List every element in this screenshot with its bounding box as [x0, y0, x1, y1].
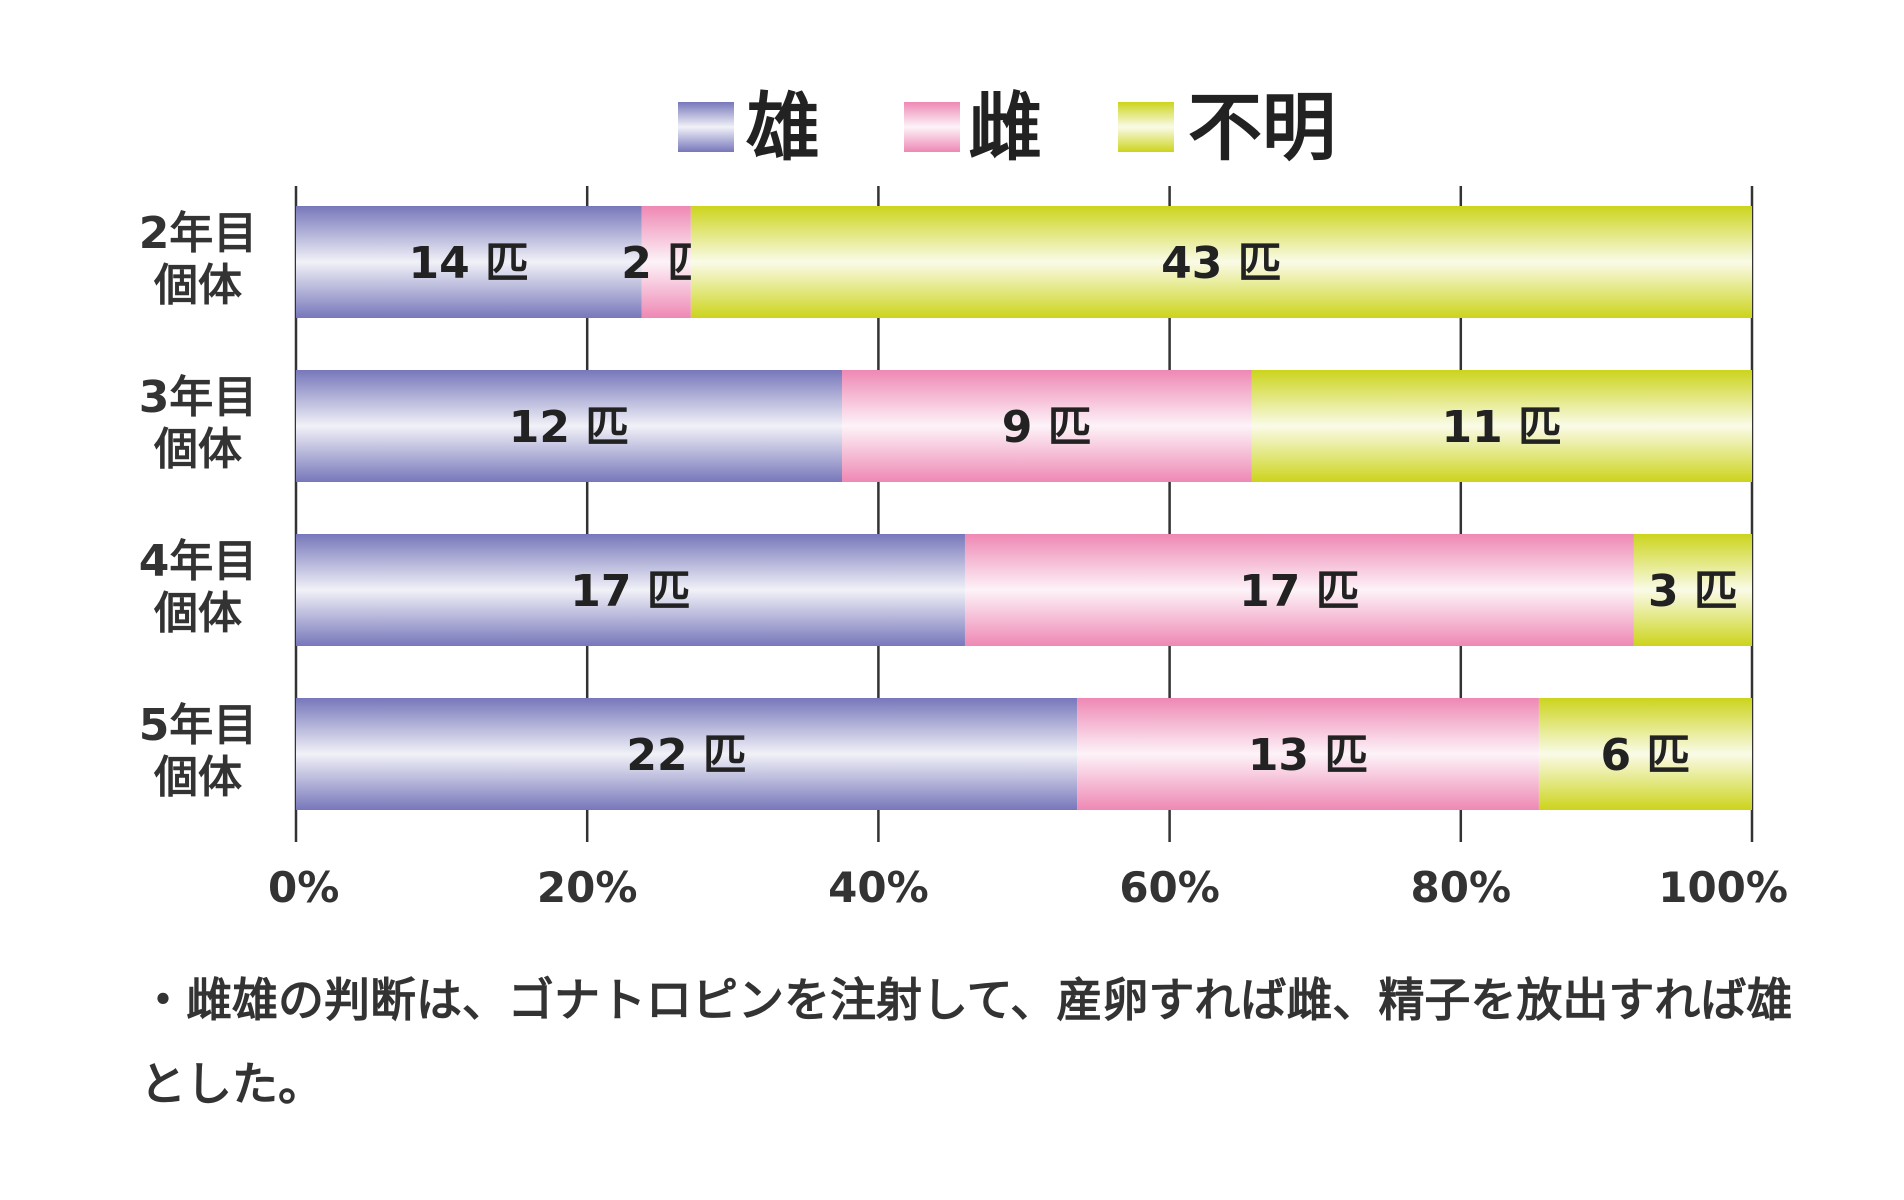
bar-segment-r1-s2	[641, 206, 691, 318]
category-label-r2-l1: 3年目	[139, 372, 258, 423]
category-label-r4-l2: 個体	[153, 752, 242, 803]
bar-segment-r3-s3	[1633, 534, 1752, 646]
category-label-r1-l2: 個体	[153, 260, 242, 311]
bar-segment-r4-s3	[1538, 698, 1752, 810]
legend-swatch-3	[1118, 102, 1174, 152]
legend-label-1: 雄	[746, 85, 820, 171]
data-label-r2-s2: 9 匹	[1002, 402, 1092, 453]
data-label-r2-s1: 12 匹	[509, 402, 630, 453]
x-tick-label-2: 40%	[828, 863, 929, 912]
bar-segment-r4-s1	[296, 698, 1078, 810]
legend-swatch-2	[904, 102, 960, 152]
bar-segment-r3-s2	[964, 534, 1634, 646]
x-axis-ticks: 0% 20% 40% 60% 80% 100%	[268, 863, 1788, 912]
x-tick-label-3: 60%	[1119, 863, 1220, 912]
bar-segment-r2-s1	[296, 370, 842, 482]
bar-segment-r3-s1	[296, 534, 965, 646]
legend-label-2: 雌	[968, 85, 1042, 171]
category-label-r3-l2: 個体	[153, 588, 242, 639]
legend-label-3: 不明	[1188, 85, 1336, 171]
data-label-r4-s2: 13 匹	[1248, 730, 1369, 781]
data-label-r2-s3: 11 匹	[1441, 402, 1562, 453]
category-label-r1-l1: 2年目	[139, 208, 258, 259]
bar-segment-r1-s3	[690, 206, 1753, 318]
legend-swatch-1	[678, 102, 734, 152]
bar-segment-r2-s3	[1251, 370, 1752, 482]
data-label-r3-s1: 17 匹	[570, 566, 691, 617]
data-label-r3-s2: 17 匹	[1239, 566, 1360, 617]
footnote: ・雌雄の判断は、ゴナトロピンを注射して、産卵すれば雌、精子を放出すれば雄とした。	[140, 973, 1793, 1111]
data-label-r4-s1: 22 匹	[626, 730, 747, 781]
x-tick-label-4: 80%	[1411, 863, 1512, 912]
bar-segment-r2-s2	[842, 370, 1252, 482]
data-label-r1-s1: 14 匹	[408, 238, 529, 289]
x-tick-label-5: 100%	[1658, 863, 1788, 912]
bar-segment-r1-s1	[296, 206, 642, 318]
bar-segment-r4-s2	[1077, 698, 1539, 810]
category-label-r3-l1: 4年目	[139, 536, 258, 587]
data-label-r4-s3: 6 匹	[1600, 730, 1690, 781]
x-tick-label-0: 0%	[268, 863, 339, 912]
x-tick-label-1: 20%	[537, 863, 638, 912]
data-label-r3-s3: 3 匹	[1648, 566, 1738, 617]
data-label-r1-s3: 43 匹	[1161, 238, 1282, 289]
category-label-r4-l1: 5年目	[139, 700, 258, 751]
category-label-r2-l2: 個体	[153, 424, 242, 475]
legend: 雄 雌 不明	[678, 85, 1336, 171]
